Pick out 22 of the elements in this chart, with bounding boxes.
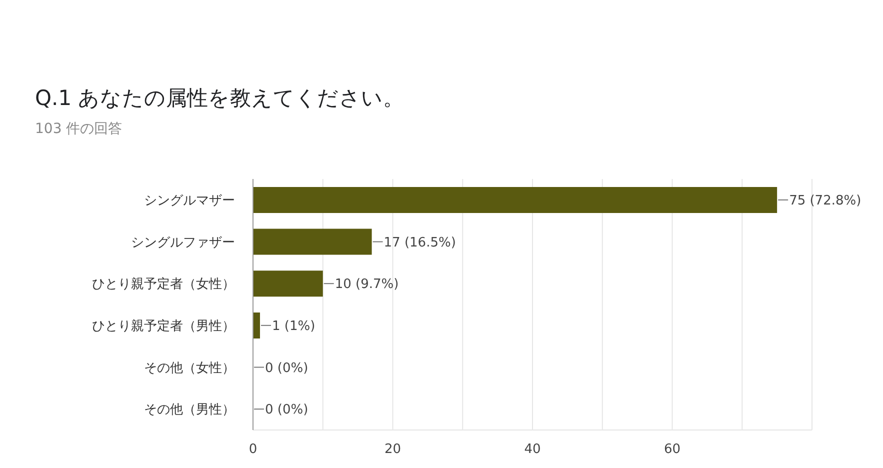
y-tick-label: シングルマザー xyxy=(144,194,235,209)
data-label: 75 (72.8%) xyxy=(789,193,862,208)
x-tick-label: 20 xyxy=(384,442,402,458)
y-tick-label: ひとり親予定者（男性） xyxy=(92,319,235,334)
y-tick-label: ひとり親予定者（女性） xyxy=(92,277,235,292)
data-label: 17 (16.5%) xyxy=(384,235,456,250)
x-tick-label: 0 xyxy=(248,442,258,458)
bar xyxy=(253,270,323,297)
bar xyxy=(253,186,778,213)
data-label: 10 (9.7%) xyxy=(334,277,399,292)
x-tick-label: 40 xyxy=(524,442,541,458)
data-label: 0 (0%) xyxy=(265,402,308,418)
chart-title: Q.1 あなたの属性を教えてください。 xyxy=(35,85,404,112)
x-tick-label: 60 xyxy=(664,442,681,458)
y-tick-label: シングルファザー xyxy=(131,235,235,250)
text: 103 件の回答 xyxy=(35,120,122,138)
y-tick-label: その他（女性） xyxy=(144,360,235,376)
y-tick-label: その他（男性） xyxy=(144,402,235,418)
data-label: 0 (0%) xyxy=(265,360,308,376)
bar xyxy=(253,228,372,255)
data-label: 1 (1%) xyxy=(272,318,316,334)
bar xyxy=(253,312,260,338)
